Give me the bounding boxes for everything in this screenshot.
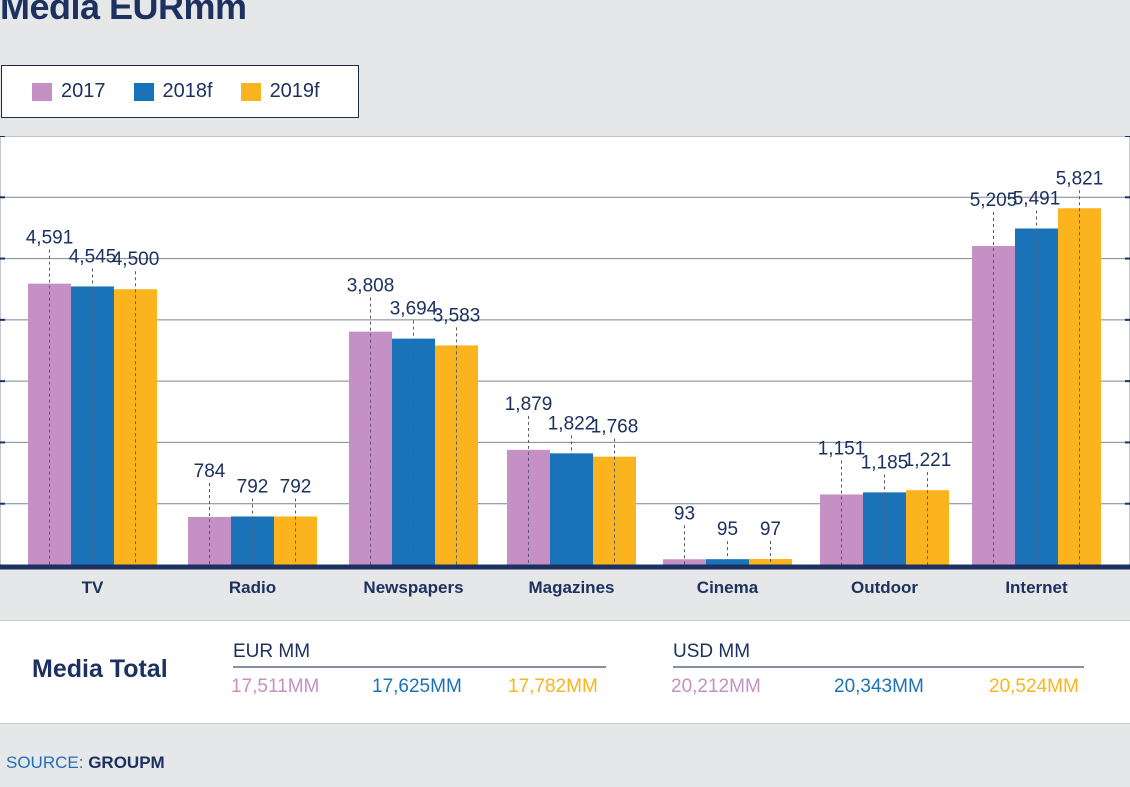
data-label: 97 (760, 519, 781, 540)
chart-title: Media EURmm (0, 0, 247, 27)
eur-totals: EUR MM 17,511MM 17,625MM 17,782MM (231, 641, 606, 697)
category-label-internet: Internet (1005, 578, 1068, 597)
category-label-radio: Radio (228, 578, 277, 597)
legend: 2017 2018f 2019f (1, 65, 359, 118)
legend-swatch-2018f (133, 82, 154, 101)
data-label: 4,545 (69, 246, 117, 267)
data-label: 1,879 (505, 394, 553, 415)
data-label: 5,821 (1056, 168, 1104, 189)
source-value: GROUPM (88, 753, 165, 772)
data-label: 1,151 (818, 438, 866, 459)
data-label: 3,808 (347, 276, 395, 297)
bar-internet-2019f (1058, 208, 1101, 565)
category-label-magazines: Magazines (528, 578, 615, 597)
data-label: 4,500 (112, 249, 160, 270)
legend-item-2018f: 2018f (133, 80, 213, 103)
plot-area: 4,591 4,545 4,500 784 792 792 3,808 3,694 3,583 1… (0, 136, 1130, 570)
category-label-tv: TV (81, 578, 104, 597)
eur-total-2019f: 17,782MM (508, 676, 598, 697)
data-label: 95 (717, 519, 738, 540)
eur-total-2018f: 17,625MM (372, 676, 462, 697)
data-label: 792 (280, 476, 312, 497)
usd-total-2018f: 20,343MM (834, 676, 924, 697)
usd-total-2017: 20,212MM (671, 676, 761, 697)
data-label: 1,221 (904, 450, 952, 471)
category-label-outdoor: Outdoor (850, 578, 919, 597)
source-label: SOURCE: (6, 753, 84, 772)
source-note: SOURCE: GROUPM (6, 753, 165, 773)
data-label: 5,491 (1013, 188, 1061, 209)
media-total-heading: Media Total (32, 655, 168, 683)
data-label: 784 (194, 461, 226, 482)
category-label-cinema: Cinema (696, 578, 759, 597)
data-label: 93 (674, 503, 695, 524)
legend-label-2018f: 2018f (162, 80, 213, 102)
legend-swatch-2019f (240, 82, 261, 101)
legend-label-2019f: 2019f (269, 80, 320, 102)
usd-total-2019f: 20,524MM (989, 676, 1079, 697)
data-label: 1,185 (861, 452, 909, 473)
eur-total-2017: 17,511MM (231, 676, 320, 697)
data-label: 3,694 (390, 299, 438, 320)
legend-item-2017: 2017 (32, 80, 106, 103)
data-label: 792 (237, 476, 269, 497)
legend-item-2019f: 2019f (240, 80, 320, 103)
data-label: 4,591 (26, 228, 74, 249)
data-label: 1,822 (548, 413, 596, 434)
data-label: 3,583 (433, 305, 481, 326)
legend-swatch-2017 (32, 82, 52, 101)
data-label: 1,768 (591, 417, 639, 438)
legend-label-2017: 2017 (61, 80, 106, 102)
usd-totals: USD MM 20,212MM 20,343MM 20,524MM (671, 641, 1084, 697)
eur-title: EUR MM (233, 641, 606, 668)
usd-title: USD MM (673, 641, 1084, 668)
media-total-panel: Media Total EUR MM 17,511MM 17,625MM 17,… (0, 620, 1130, 724)
category-axis: TV Radio Newspapers Magazines Cinema Outdoor I… (0, 575, 1130, 603)
data-label: 5,205 (970, 190, 1018, 211)
category-label-newspapers: Newspapers (363, 578, 464, 597)
